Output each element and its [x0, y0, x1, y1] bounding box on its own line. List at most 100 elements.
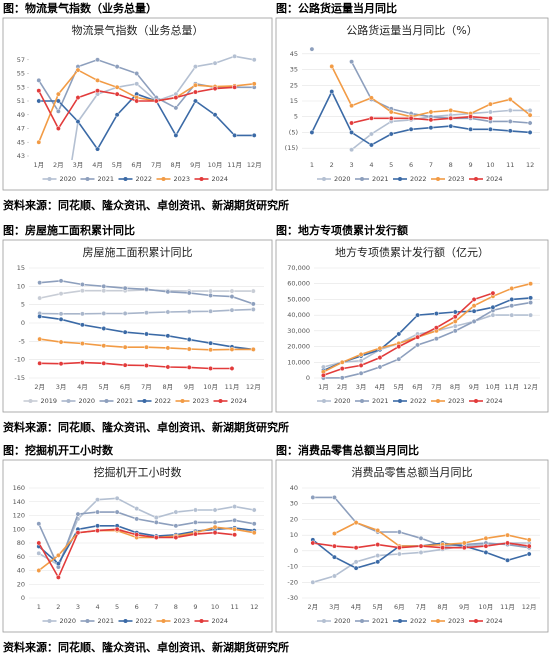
data-point	[79, 282, 85, 287]
x-tick-label: 6月	[120, 383, 131, 391]
data-point	[153, 98, 159, 104]
data-point	[36, 568, 42, 573]
data-point	[37, 280, 43, 286]
data-point	[114, 91, 120, 97]
data-point	[36, 521, 42, 527]
data-point	[251, 132, 257, 138]
x-tick-label: 5月	[112, 161, 123, 169]
legend-label: 2022	[136, 175, 153, 183]
data-point	[122, 311, 128, 316]
legend-label: 2022	[155, 397, 172, 405]
data-point	[134, 98, 140, 104]
data-point	[232, 504, 238, 510]
data-point	[388, 109, 394, 115]
data-point	[349, 103, 355, 109]
x-tick-label: 6	[409, 161, 413, 169]
data-point	[332, 554, 337, 560]
source-note: 资料来源：同花顺、隆众资讯、卓创资讯、新湖期货研究所	[3, 420, 289, 434]
data-point	[173, 132, 179, 138]
x-tick-label: 6月	[394, 603, 405, 611]
x-tick-label: 11月	[227, 161, 242, 169]
data-point	[329, 89, 335, 95]
panel-caption: 图：房屋施工面积累计同比	[3, 223, 135, 237]
legend-label: 2023	[448, 175, 465, 183]
data-point	[144, 363, 149, 368]
legend-label: 2021	[372, 617, 389, 625]
data-point	[483, 543, 489, 549]
data-point	[58, 278, 64, 284]
data-point	[212, 86, 218, 92]
y-tick-label: -20	[287, 578, 298, 586]
legend-label: 2024	[231, 397, 248, 405]
data-point	[122, 344, 128, 350]
data-point	[208, 308, 214, 314]
data-point	[114, 112, 120, 118]
data-point	[358, 358, 364, 364]
legend-swatch	[199, 619, 204, 623]
legend-label: 2021	[98, 617, 115, 625]
x-tick-label: 9	[469, 161, 473, 169]
legend-swatch	[28, 399, 33, 403]
legend-swatch	[47, 177, 52, 181]
x-tick-label: 4月	[351, 603, 362, 611]
legend-swatch	[322, 177, 326, 181]
data-point	[490, 304, 496, 310]
data-point	[505, 557, 510, 563]
data-point	[487, 109, 493, 115]
data-point	[377, 345, 383, 351]
panel-frame	[275, 239, 549, 413]
legend-label: 2024	[486, 397, 503, 405]
data-point	[186, 364, 192, 370]
data-point	[212, 60, 218, 66]
data-point	[193, 98, 198, 104]
panel-caption: 图：公路货运量当月同比	[276, 1, 397, 15]
panel-caption: 图：地方专项债累计发行额	[276, 223, 408, 237]
data-point	[165, 345, 171, 351]
data-point	[418, 543, 424, 549]
x-tick-label: 10	[486, 161, 494, 169]
data-point	[79, 311, 85, 317]
data-point	[428, 125, 434, 131]
data-point	[332, 573, 337, 579]
data-point	[134, 516, 140, 522]
x-tick-label: 7月	[416, 603, 427, 611]
legend-swatch	[142, 399, 147, 403]
data-point	[165, 364, 171, 370]
y-tick-label: -10	[287, 563, 298, 571]
x-tick-label: 10月	[208, 161, 223, 169]
y-tick-label: 60	[17, 553, 25, 561]
data-point	[339, 359, 345, 365]
data-point	[332, 543, 337, 549]
data-point	[528, 281, 534, 287]
plot	[36, 495, 257, 580]
y-tick-label: 49	[17, 111, 25, 119]
data-point	[186, 290, 192, 296]
x-tick-label: 7	[154, 603, 158, 611]
x-tick-label: 10月	[479, 603, 494, 611]
data-point	[528, 300, 534, 306]
data-point	[36, 139, 42, 145]
data-point	[251, 507, 257, 513]
data-point	[507, 96, 513, 102]
series-line	[38, 526, 255, 572]
data-point	[375, 527, 381, 533]
data-point	[353, 545, 359, 551]
data-point	[490, 312, 496, 318]
y-tick-label: 25	[290, 81, 298, 89]
panel-frame	[2, 17, 273, 191]
chart-title: 物流景气指数（业务总量）	[72, 23, 204, 37]
data-point	[75, 511, 81, 517]
data-point	[483, 535, 489, 541]
data-point	[36, 540, 42, 546]
x-tick-label: 10月	[203, 383, 218, 391]
data-point	[193, 531, 198, 537]
legend-label: 2020	[334, 397, 351, 405]
y-tick-label: -5	[19, 337, 25, 345]
data-point	[353, 565, 359, 571]
data-point	[487, 126, 493, 132]
plot	[37, 278, 256, 371]
data-point	[528, 295, 534, 301]
legend-swatch	[66, 399, 71, 403]
legend-label: 2024	[486, 175, 503, 183]
